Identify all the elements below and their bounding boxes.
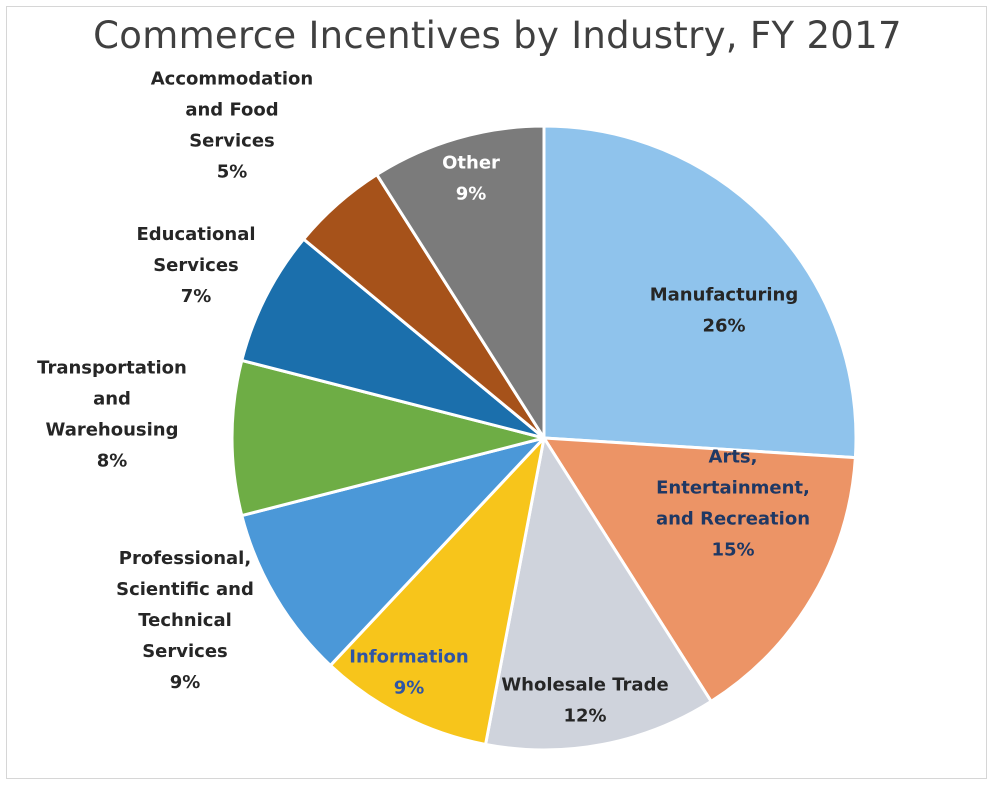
slice-value-label: 12% [563,706,606,727]
slice-label-professional-scientific-and-technical-services: Professional, Scientific and Technical Serv… [116,548,254,693]
pie-slice-manufacturing [542,124,858,460]
slice-category-label: Manufacturing [650,285,799,306]
slice-category-label: Transportation [37,358,187,379]
pie-slices [230,124,858,752]
slice-category-label: Services [189,131,275,152]
slice-value-label: 9% [456,184,487,205]
slice-category-label: Entertainment, [656,478,810,499]
pie-slice-educational-services [240,237,546,440]
slice-label-educational-services: Educational Services 7% [136,224,255,307]
pie-slice-arts-entertainment-and-recreation [542,436,857,703]
slice-category-label: Wholesale Trade [501,675,668,696]
slice-category-label: Technical [138,610,232,631]
slice-category-label: Scientific and [116,579,254,600]
slice-label-wholesale-trade: Wholesale Trade 12% [501,675,668,727]
slice-label-information: Information 9% [349,647,468,699]
slice-category-label: and [93,389,131,410]
slice-label-other: Other 9% [442,153,500,205]
pie-labels: Manufacturing 26% Arts, Entertainment, and R… [37,69,810,727]
slice-category-label: Professional, [119,548,251,569]
slice-value-label: 9% [170,672,201,693]
slice-category-label: Information [349,647,468,668]
slice-category-label: Educational [136,224,255,245]
pie-slice-wholesale-trade [484,436,713,752]
slice-label-accommodation-and-food-services: Accommodation and Food Services 5% [151,69,314,183]
pie-slice-professional-scientific-and-technical-services [240,436,546,667]
slice-value-label: 15% [711,540,754,561]
slice-label-manufacturing: Manufacturing 26% [650,285,799,337]
slice-category-label: Services [142,641,228,662]
slice-category-label: Other [442,153,500,174]
slice-label-arts-entertainment-and-recreation: Arts, Entertainment, and Recreation 15% [656,447,810,561]
slice-value-label: 26% [702,316,745,337]
pie-slice-transportation-and-warehousing [230,358,546,518]
slice-category-label: and Recreation [656,509,810,530]
pie-slice-information [328,436,546,746]
slice-label-transportation-and-warehousing: Transportation and Warehousing 8% [37,358,187,472]
slice-category-label: Warehousing [45,420,178,441]
slice-category-label: Services [153,255,239,276]
slice-value-label: 7% [181,286,212,307]
pie-slice-other [375,124,546,440]
slice-value-label: 5% [217,162,248,183]
slice-category-label: Arts, [709,447,758,468]
slice-value-label: 8% [97,451,128,472]
slice-category-label: and Food [185,100,278,121]
slice-category-label: Accommodation [151,69,314,90]
slice-value-label: 9% [394,678,425,699]
chart-title: Commerce Incentives by Industry, FY 2017 [93,14,902,57]
